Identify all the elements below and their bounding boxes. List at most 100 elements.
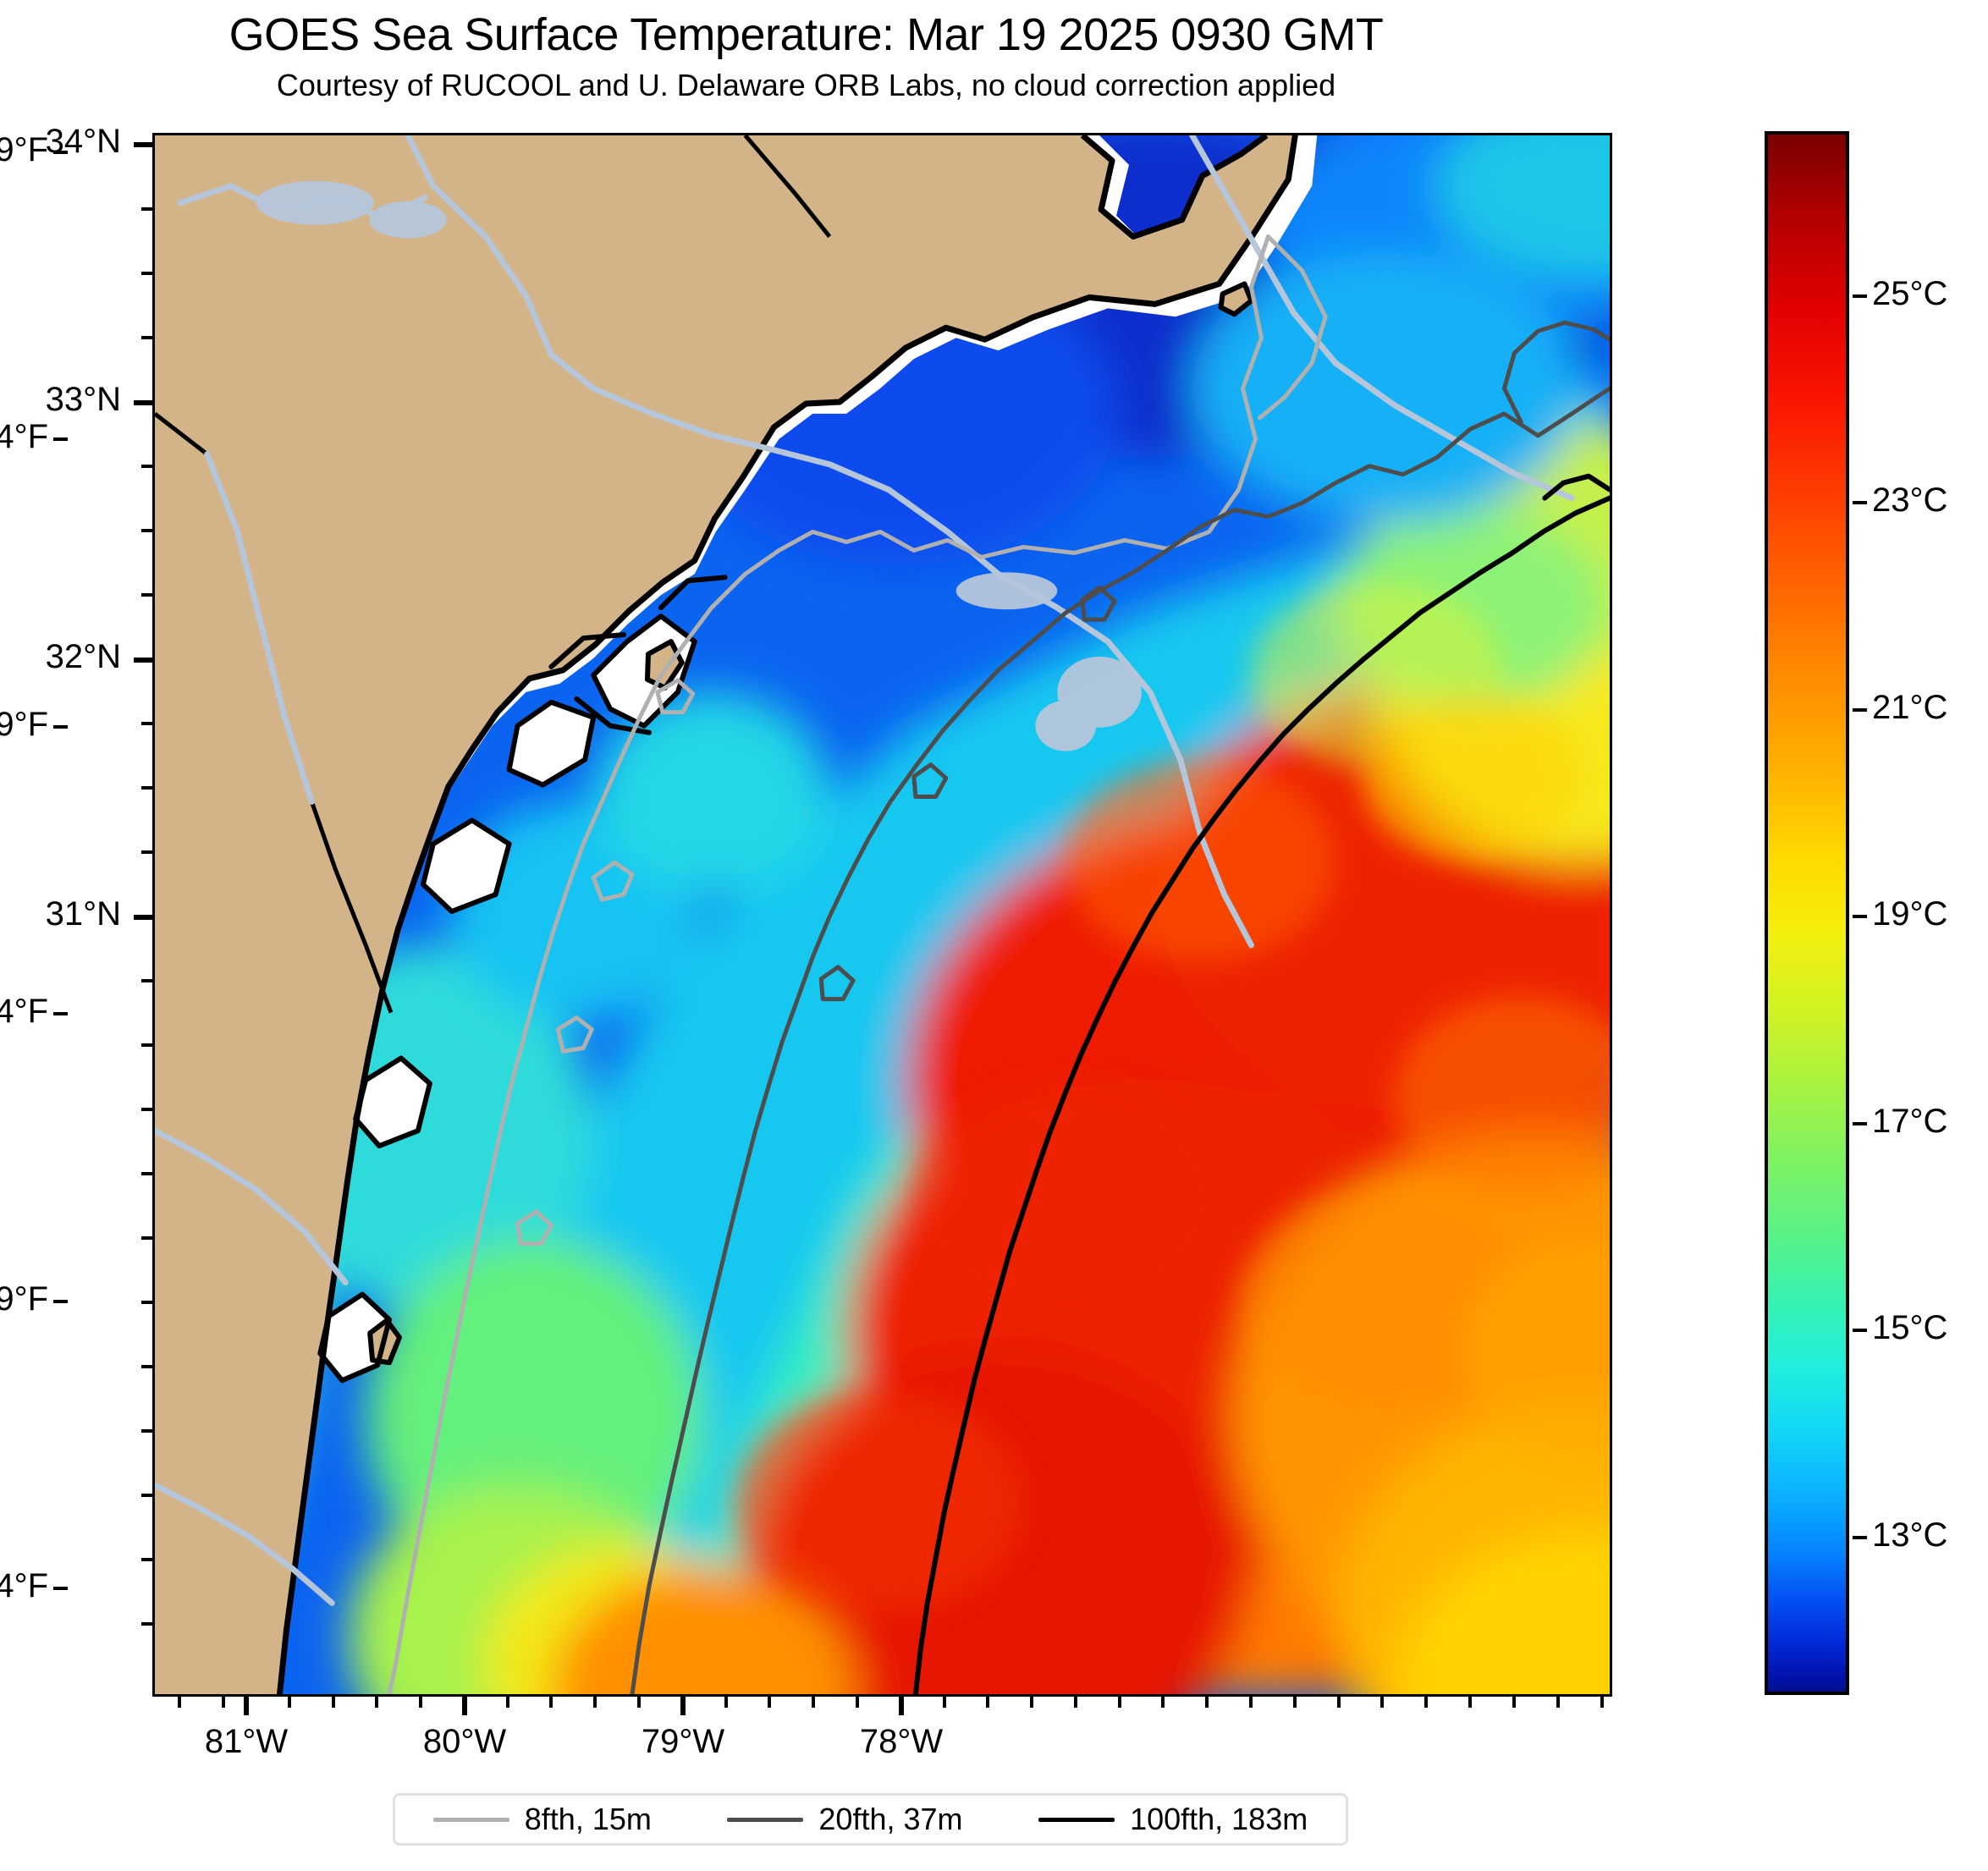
x-tick-minor [724,1697,728,1708]
x-axis-label-81w: 81°W [204,1723,289,1760]
page-title: GOES Sea Surface Temperature: Mar 19 202… [229,9,1384,60]
x-tick-minor [1556,1697,1560,1708]
x-tick-minor [1205,1697,1209,1708]
legend-line-20fth-icon [727,1817,804,1822]
x-tick-minor [856,1697,859,1708]
cb-tick-21c [1853,708,1867,712]
cb-tick-79f [53,151,68,154]
x-tick-minor [288,1697,291,1708]
x-tick-minor [332,1697,335,1708]
legend-label-100fth: 100fth, 183m [1130,1802,1308,1836]
legend-line-100fth-icon [1038,1817,1115,1822]
y-tick-minor [141,786,152,790]
contour-8fth [387,234,1328,1694]
x-tick-major-80w [462,1697,467,1715]
legend-item-20fth[interactable]: 20fth, 37m [727,1802,963,1837]
x-tick-minor [375,1697,378,1708]
y-tick-minor [141,272,152,275]
cb-tick-54f [53,1587,68,1590]
y-tick-major-34 [134,142,152,147]
x-tick-minor [986,1697,989,1708]
y-tick-minor [141,850,152,854]
x-tick-major-81w [244,1697,249,1715]
cb-tick-25c [1853,294,1867,298]
y-tick-minor [141,207,152,211]
contour-100fth [912,473,1610,1694]
colorbar-gradient [1768,135,1846,1692]
cb-tick-13c [1853,1536,1867,1539]
y-tick-minor [141,1301,152,1304]
cb-label-21c: 21°C [1872,689,1948,726]
x-tick-major-79w [680,1697,686,1715]
y-tick-minor [141,465,152,468]
temperature-colorbar[interactable] [1765,131,1849,1695]
bathymetry-legend[interactable]: 8fth, 15m 20fth, 37m 100fth, 183m [393,1793,1348,1846]
cb-label-13c: 13°C [1872,1516,1948,1554]
x-axis-label-79w: 79°W [641,1723,725,1760]
x-tick-minor [637,1697,641,1708]
x-tick-minor [943,1697,946,1708]
cb-tick-19c [1853,915,1867,918]
y-axis-label-33n: 33°N [45,381,121,418]
cb-tick-64f [53,1012,68,1015]
y-tick-minor [141,1043,152,1047]
y-tick-major-32 [134,658,152,663]
x-axis-label-78w: 78°W [859,1723,944,1760]
y-tick-minor [141,1236,152,1240]
x-tick-minor [1337,1697,1341,1708]
x-tick-minor [1161,1697,1165,1708]
x-tick-minor [768,1697,771,1708]
y-tick-minor [141,593,152,597]
x-tick-minor [1512,1697,1516,1708]
x-tick-minor [1600,1697,1604,1708]
x-tick-minor [1030,1697,1033,1708]
y-tick-minor [141,1494,152,1497]
y-tick-minor [141,1622,152,1626]
sst-map-plot[interactable] [152,133,1612,1697]
cb-label-79f: 79°F [0,131,48,168]
x-tick-minor [178,1697,181,1708]
x-tick-minor [419,1697,422,1708]
y-tick-minor [141,529,152,532]
cb-label-64f: 64°F [0,993,48,1030]
y-tick-minor [141,1365,152,1368]
legend-item-100fth[interactable]: 100fth, 183m [1038,1802,1308,1837]
y-axis-label-32n: 32°N [45,638,121,675]
y-tick-major-33 [134,400,152,405]
page-subtitle: Courtesy of RUCOOL and U. Delaware ORB L… [276,68,1336,102]
x-tick-minor [1293,1697,1297,1708]
y-axis-label-31n: 31°N [45,895,121,933]
bathymetry-contours [387,234,1610,1694]
y-tick-minor [141,1429,152,1433]
y-tick-major-31 [134,915,152,920]
x-tick-minor [506,1697,509,1708]
contour-20fth [630,320,1610,1694]
cb-label-69f: 69°F [0,706,48,743]
y-tick-minor [141,1558,152,1561]
legend-line-8fth-icon [432,1817,509,1822]
x-tick-minor [1118,1697,1121,1708]
y-tick-minor [141,722,152,725]
cb-tick-23c [1853,501,1867,504]
cb-tick-15c [1853,1329,1867,1332]
legend-label-8fth: 8fth, 15m [524,1802,652,1836]
cb-label-23c: 23°C [1872,482,1948,519]
x-tick-minor [1249,1697,1253,1708]
cb-label-59f: 59°F [0,1280,48,1318]
cb-label-25c: 25°C [1872,275,1948,312]
cb-label-19c: 19°C [1872,895,1948,933]
x-tick-minor [593,1697,597,1708]
y-tick-minor [141,979,152,982]
y-tick-minor [141,1172,152,1175]
cb-label-74f: 74°F [0,418,48,455]
x-tick-minor [1424,1697,1428,1708]
x-tick-minor [1074,1697,1077,1708]
land-and-nodata-mask [155,135,1575,1694]
cb-tick-17c [1853,1122,1867,1125]
x-tick-major-78w [899,1697,904,1715]
x-tick-minor [549,1697,553,1708]
y-tick-minor [141,336,152,339]
legend-item-8fth[interactable]: 8fth, 15m [432,1802,652,1837]
cb-tick-69f [53,725,68,729]
cb-label-54f: 54°F [0,1567,48,1604]
